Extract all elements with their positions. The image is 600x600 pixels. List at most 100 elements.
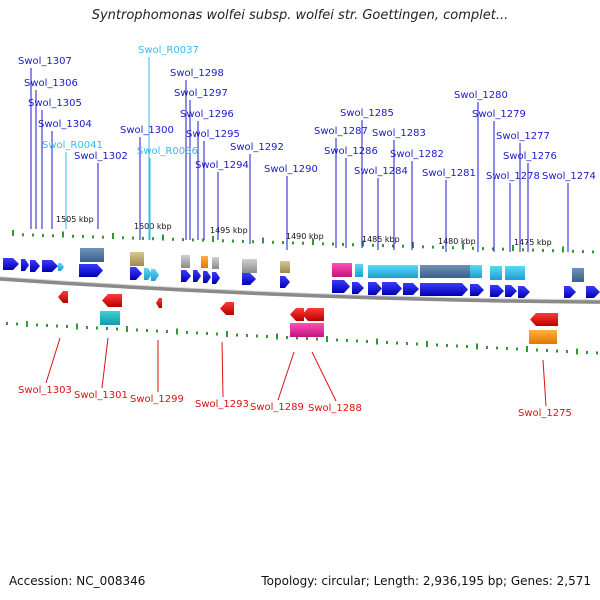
gene-label[interactable]: Swol_1283 [372, 128, 426, 139]
feature-block[interactable] [420, 265, 470, 278]
gene-label[interactable]: Swol_1289 [250, 402, 304, 413]
reverse-gene-arrow[interactable] [530, 313, 558, 326]
feature-block[interactable] [529, 330, 557, 344]
reverse-gene-arrow[interactable] [220, 302, 234, 315]
gene-label[interactable]: Swol_1293 [195, 399, 249, 410]
tick-mark [292, 241, 294, 245]
forward-gene-arrow[interactable] [368, 282, 382, 295]
gene-label[interactable]: Swol_1276 [503, 151, 557, 162]
tick-mark [222, 239, 224, 243]
reverse-gene-arrow[interactable] [58, 291, 68, 303]
gene-label[interactable]: Swol_1274 [542, 171, 596, 182]
gene-label[interactable]: Swol_1278 [486, 171, 540, 182]
forward-gene-arrow[interactable] [21, 259, 29, 271]
feature-block[interactable] [368, 265, 418, 278]
forward-gene-arrow[interactable] [181, 270, 191, 282]
forward-gene-arrow[interactable] [193, 270, 201, 282]
forward-gene-arrow[interactable] [242, 273, 256, 285]
feature-block[interactable] [572, 268, 584, 282]
forward-gene-arrow[interactable] [490, 285, 504, 297]
gene-label[interactable]: Swol_1307 [18, 56, 72, 67]
forward-gene-arrow[interactable] [30, 260, 40, 272]
forward-gene-arrow[interactable] [151, 269, 159, 281]
gene-label[interactable]: Swol_1298 [170, 68, 224, 79]
gene-label[interactable]: Swol_1295 [186, 129, 240, 140]
reverse-gene-arrow[interactable] [290, 308, 304, 321]
feature-block[interactable] [290, 323, 324, 337]
feature-block[interactable] [130, 252, 144, 266]
gene-label[interactable]: Swol_1287 [314, 126, 368, 137]
gene-label[interactable]: Swol_1284 [354, 166, 408, 177]
forward-gene-arrow[interactable] [352, 282, 364, 294]
gene-label[interactable]: Swol_R0036 [137, 146, 198, 157]
gene-label[interactable]: Swol_1286 [324, 146, 378, 157]
feature-block[interactable] [201, 256, 208, 268]
gene-label[interactable]: Swol_R0041 [42, 140, 103, 151]
forward-gene-arrow[interactable] [403, 283, 419, 295]
feature-block[interactable] [470, 265, 482, 278]
feature-block[interactable] [280, 261, 290, 273]
gene-label[interactable]: Swol_1297 [174, 88, 228, 99]
feature-block[interactable] [355, 264, 363, 277]
feature-block[interactable] [100, 311, 120, 325]
gene-label[interactable]: Swol_1296 [180, 109, 234, 120]
gene-label[interactable]: Swol_1275 [518, 408, 572, 419]
tick-mark [582, 250, 584, 254]
forward-gene-arrow[interactable] [58, 263, 64, 271]
gene-label[interactable]: Swol_1305 [28, 98, 82, 109]
feature-block[interactable] [212, 257, 219, 269]
feature-block[interactable] [332, 263, 352, 277]
forward-gene-arrow[interactable] [130, 267, 142, 280]
tick-mark [102, 235, 104, 239]
gene-label[interactable]: Swol_1303 [18, 385, 72, 396]
feature-block[interactable] [490, 266, 502, 280]
gene-label[interactable]: Swol_1292 [230, 142, 284, 153]
gene-label[interactable]: Swol_1299 [130, 394, 184, 405]
gene-label[interactable]: Swol_1279 [472, 109, 526, 120]
tick-mark [392, 244, 394, 248]
feature-block[interactable] [242, 259, 257, 273]
forward-gene-arrow[interactable] [518, 286, 530, 298]
gene-label[interactable]: Swol_1300 [120, 125, 174, 136]
feature-block[interactable] [80, 248, 104, 262]
tick-mark [192, 238, 194, 242]
forward-gene-arrow[interactable] [586, 286, 600, 298]
forward-gene-arrow[interactable] [332, 280, 350, 293]
tick-mark [416, 342, 418, 346]
forward-gene-arrow[interactable] [42, 260, 58, 272]
kbp-scale: 1505 kbp 1500 kbp 1495 kbp 1490 kbp 1485 kbp… [56, 215, 552, 247]
forward-gene-arrow[interactable] [564, 286, 576, 298]
forward-gene-arrow[interactable] [203, 271, 211, 283]
forward-gene-arrow[interactable] [420, 283, 468, 296]
forward-gene-arrow[interactable] [79, 264, 103, 277]
gene-label[interactable]: Swol_1277 [496, 131, 550, 142]
forward-gene-arrow[interactable] [212, 272, 220, 284]
forward-gene-arrow[interactable] [470, 284, 484, 296]
gene-label[interactable]: Swol_1301 [74, 390, 128, 401]
forward-gene-arrow[interactable] [144, 268, 152, 280]
forward-gene-arrow[interactable] [3, 258, 19, 270]
forward-gene-arrow[interactable] [280, 276, 290, 288]
gene-label[interactable]: Swol_1281 [422, 168, 476, 179]
gene-label[interactable]: Swol_1290 [264, 164, 318, 175]
forward-gene-arrow[interactable] [505, 285, 517, 297]
gene-label[interactable]: Swol_1288 [308, 403, 362, 414]
tick-mark [266, 335, 268, 338]
tick-mark [396, 341, 398, 345]
reverse-gene-arrow[interactable] [156, 298, 162, 308]
gene-label[interactable]: Swol_1302 [74, 151, 128, 162]
gene-label[interactable]: Swol_1282 [390, 149, 444, 160]
reverse-gene-arrow[interactable] [302, 308, 324, 321]
reverse-gene-arrow[interactable] [102, 294, 122, 307]
forward-gene-arrow[interactable] [382, 282, 402, 295]
gene-label[interactable]: Swol_1306 [24, 78, 78, 89]
gene-label[interactable]: Swol_1294 [195, 160, 249, 171]
gene-label[interactable]: Swol_1280 [454, 90, 508, 101]
reverse-genes [58, 291, 558, 326]
gene-label[interactable]: Swol_1285 [340, 108, 394, 119]
gene-label[interactable]: Swol_R0037 [138, 45, 199, 56]
gene-label[interactable]: Swol_1304 [38, 119, 92, 130]
feature-block[interactable] [505, 266, 525, 280]
feature-block[interactable] [181, 255, 190, 268]
